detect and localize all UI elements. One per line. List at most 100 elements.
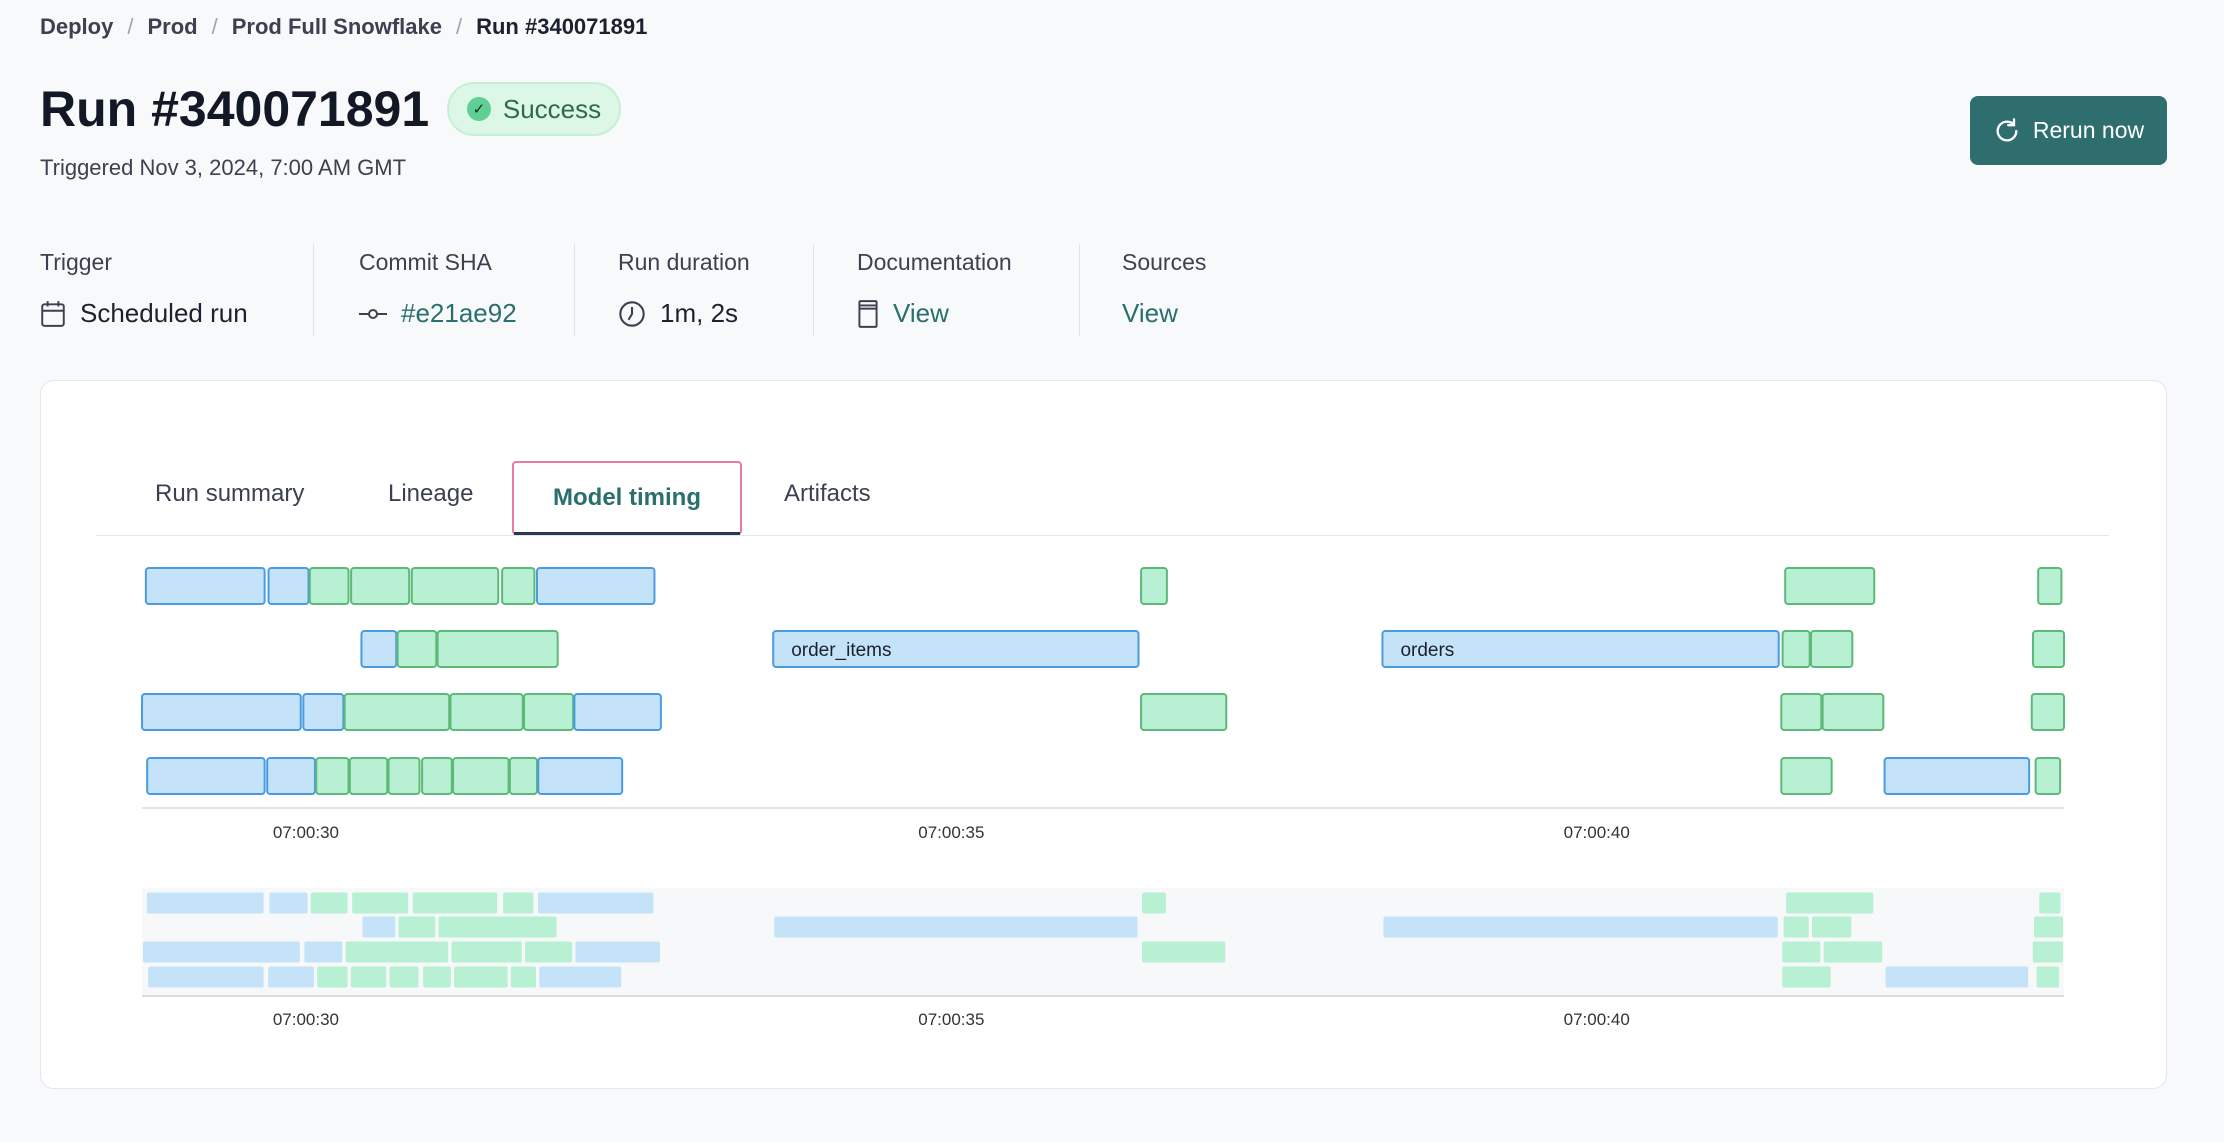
timing-bar[interactable] — [141, 693, 302, 731]
minimap-bar — [1823, 941, 1883, 963]
breadcrumb-deploy[interactable]: Deploy — [40, 14, 114, 39]
minimap-bar — [503, 892, 534, 914]
minimap-bar — [352, 892, 409, 914]
trigger-value: Scheduled run — [40, 298, 248, 329]
minimap-bar — [539, 966, 622, 988]
minimap-bar — [304, 941, 343, 963]
minimap-bar — [398, 916, 436, 938]
timing-bar[interactable] — [772, 630, 1140, 668]
divider — [1079, 244, 1080, 336]
breadcrumb-job[interactable]: Prod Full Snowflake — [231, 14, 442, 39]
timing-bar[interactable] — [350, 567, 411, 605]
timing-bar[interactable] — [343, 693, 451, 731]
run-duration-text: 1m, 2s — [660, 298, 739, 328]
commit-sha-link[interactable]: #e21ae92 — [401, 298, 517, 328]
timing-bar[interactable] — [144, 567, 266, 605]
timing-bar[interactable] — [1821, 693, 1885, 731]
sources-value: View — [1122, 298, 1178, 329]
minimap-bar — [345, 941, 449, 963]
minimap-bar — [268, 966, 314, 988]
timing-bar[interactable] — [2034, 757, 2062, 795]
minimap-bar — [1782, 966, 1831, 988]
timing-bar[interactable] — [537, 757, 624, 795]
x-tick-label: 07:00:35 — [918, 823, 984, 842]
timing-bar[interactable] — [1780, 757, 1833, 795]
timing-bar[interactable] — [396, 630, 438, 668]
check-circle-icon: ✓ — [466, 97, 491, 121]
tab-model-timing[interactable]: Model timing — [512, 461, 742, 535]
timing-bar[interactable] — [523, 693, 575, 731]
minimap-tick-label: 07:00:40 — [1564, 1010, 1630, 1029]
timing-bar[interactable] — [1140, 693, 1228, 731]
sources-view-link[interactable]: View — [1122, 298, 1178, 328]
timing-bar[interactable] — [1810, 630, 1854, 668]
timing-bar[interactable] — [302, 693, 345, 731]
breadcrumb-prod[interactable]: Prod — [147, 14, 198, 39]
minimap-bar — [2032, 941, 2063, 963]
minimap-bar — [148, 966, 264, 988]
minimap-bar — [537, 892, 654, 914]
breadcrumb-separator: / — [127, 14, 134, 39]
run-duration-value: 1m, 2s — [618, 298, 738, 329]
minimap-bar — [143, 941, 300, 963]
timing-bar[interactable] — [1883, 757, 2031, 795]
triggered-text: Triggered Nov 3, 2024, 7:00 AM GMT — [40, 155, 407, 180]
commit-icon — [359, 308, 387, 319]
minimap-bar — [1786, 892, 1874, 914]
minimap-bar — [317, 966, 348, 988]
timing-bar[interactable] — [421, 757, 453, 795]
timing-bar[interactable] — [535, 567, 656, 605]
minimap-bar — [362, 916, 396, 938]
rerun-label: Rerun now — [2032, 117, 2145, 143]
timing-bar[interactable] — [2032, 630, 2066, 668]
timing-bar[interactable] — [387, 757, 421, 795]
timing-bar[interactable] — [266, 757, 316, 795]
tab-artifacts[interactable]: Artifacts — [784, 480, 871, 507]
documentation-value: View — [857, 298, 949, 329]
documentation-view-link[interactable]: View — [893, 298, 949, 328]
minimap-bar — [774, 916, 1138, 938]
refresh-icon — [1996, 117, 2018, 142]
timing-bar[interactable] — [2037, 567, 2063, 605]
book-icon — [858, 299, 878, 328]
commit-sha-value: #e21ae92 — [359, 298, 517, 329]
timing-bar-label: order_items — [791, 640, 891, 661]
divider — [313, 244, 314, 336]
minimap-bar — [454, 966, 508, 988]
minimap-bar — [2039, 892, 2061, 914]
documentation-label: Documentation — [857, 249, 1012, 275]
rerun-now-button[interactable]: Rerun now — [1970, 96, 2167, 165]
tab-lineage[interactable]: Lineage — [388, 480, 474, 507]
timing-bar[interactable] — [573, 693, 662, 731]
timing-bar[interactable] — [436, 630, 559, 668]
timing-bar[interactable] — [501, 567, 536, 605]
timing-bar[interactable] — [267, 567, 310, 605]
timing-bar[interactable] — [1784, 567, 1876, 605]
timing-bar[interactable] — [1381, 630, 1780, 668]
timing-bar[interactable] — [315, 757, 350, 795]
x-tick-label: 07:00:40 — [1564, 823, 1630, 842]
minimap-bar — [451, 941, 522, 963]
timing-bar[interactable] — [1780, 693, 1823, 731]
timing-bar[interactable] — [348, 757, 389, 795]
trigger-value-text: Scheduled run — [80, 298, 248, 328]
commit-sha-label: Commit SHA — [359, 249, 492, 275]
divider — [574, 244, 575, 336]
timing-bar[interactable] — [360, 630, 398, 668]
timing-bar[interactable] — [410, 567, 500, 605]
minimap-bar — [1383, 916, 1778, 938]
minimap-bar — [350, 966, 387, 988]
timing-bar[interactable] — [146, 757, 266, 795]
timing-bar[interactable] — [1781, 630, 1811, 668]
timing-bar[interactable] — [449, 693, 524, 731]
timing-bar[interactable] — [308, 567, 350, 605]
timing-bar[interactable] — [452, 757, 510, 795]
breadcrumb-separator: / — [211, 14, 218, 39]
timing-bar[interactable] — [508, 757, 538, 795]
tab-run-summary[interactable]: Run summary — [155, 480, 305, 507]
timing-bar[interactable] — [1140, 567, 1168, 605]
minimap-bar — [269, 892, 308, 914]
minimap-bar — [2036, 966, 2060, 988]
timing-bar[interactable] — [2030, 693, 2065, 731]
minimap-tick-label: 07:00:35 — [918, 1010, 984, 1029]
